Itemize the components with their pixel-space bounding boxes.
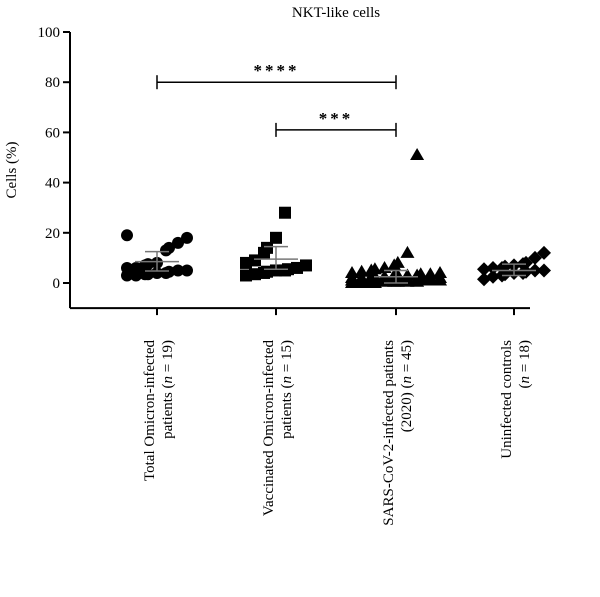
data-point: [121, 229, 133, 242]
chart-title: NKT-like cells: [292, 5, 380, 21]
significance-bracket: ***: [275, 109, 397, 137]
x-category-label-line1: Total Omicron-infected: [142, 340, 158, 481]
data-point: [390, 255, 405, 268]
significance-bracket: ****: [156, 61, 397, 90]
data-point: [377, 269, 392, 282]
data-point: [433, 265, 447, 278]
data-point: [519, 255, 533, 270]
x-category-label-line1: SARS-CoV-2-infected patients: [381, 340, 397, 526]
mean-sd-errorbar: [254, 245, 298, 270]
mean-sd-errorbar: [374, 269, 418, 284]
data-point: [367, 269, 382, 282]
data-points: [121, 147, 551, 288]
data-point: [400, 245, 415, 258]
x-category-label: Total Omicron-infected patients (n = 19): [142, 340, 176, 481]
significance-annotations: *******: [156, 61, 397, 137]
data-point: [528, 250, 542, 265]
y-tick-label: 0: [53, 276, 61, 292]
data-point: [279, 206, 291, 219]
data-point: [423, 267, 438, 280]
data-point: [163, 241, 175, 254]
y-tick-label: 100: [38, 25, 61, 41]
data-point: [151, 266, 163, 279]
data-point: [354, 270, 369, 283]
data-point: [172, 236, 184, 249]
data-point: [172, 264, 184, 277]
data-point: [121, 261, 133, 274]
data-point: [477, 262, 491, 277]
data-point: [181, 231, 193, 244]
y-tick-label: 40: [45, 176, 60, 192]
mean-sd-errorbar: [492, 263, 536, 277]
x-category-label: Uninfected controls (n = 18): [499, 340, 533, 459]
significance-label: ***: [319, 109, 354, 128]
data-point: [367, 262, 382, 275]
data-point: [181, 264, 193, 277]
x-category-label: SARS-CoV-2-infected patients (2020) (n = …: [381, 340, 415, 526]
y-tick-label: 80: [45, 75, 60, 91]
data-point: [410, 147, 425, 160]
data-point: [345, 265, 359, 278]
x-category-label-line1: Uninfected controls: [499, 340, 515, 459]
data-point: [130, 261, 142, 274]
y-axis-label: Cells (%): [4, 141, 20, 198]
x-category-label-line2: patients (n = 19): [160, 340, 176, 439]
data-point: [270, 231, 282, 244]
significance-label: ****: [254, 61, 300, 80]
data-point: [354, 264, 369, 277]
data-point: [486, 269, 500, 284]
mean-sd-errorbar: [135, 250, 179, 272]
x-category-label: Vaccinated Omicron-infected patients (n =…: [261, 340, 295, 517]
data-point: [163, 265, 175, 278]
data-point: [261, 241, 273, 254]
x-category-label-line2: (2020) (n = 45): [399, 340, 415, 432]
data-point: [537, 263, 551, 278]
data-point: [486, 260, 500, 275]
axes: 0 20 40 60 80 100: [38, 25, 530, 316]
data-point: [300, 259, 312, 272]
x-category-label-line1: Vaccinated Omicron-infected: [261, 340, 277, 517]
data-point: [537, 245, 551, 260]
x-category-label-line2: patients (n = 15): [279, 340, 295, 439]
x-category-label-line2: (n = 18): [517, 340, 533, 388]
y-tick-label: 60: [45, 125, 60, 141]
y-tick-label: 20: [45, 226, 60, 242]
x-axis-category-labels: Total Omicron-infected patients (n = 19) V…: [142, 340, 533, 526]
